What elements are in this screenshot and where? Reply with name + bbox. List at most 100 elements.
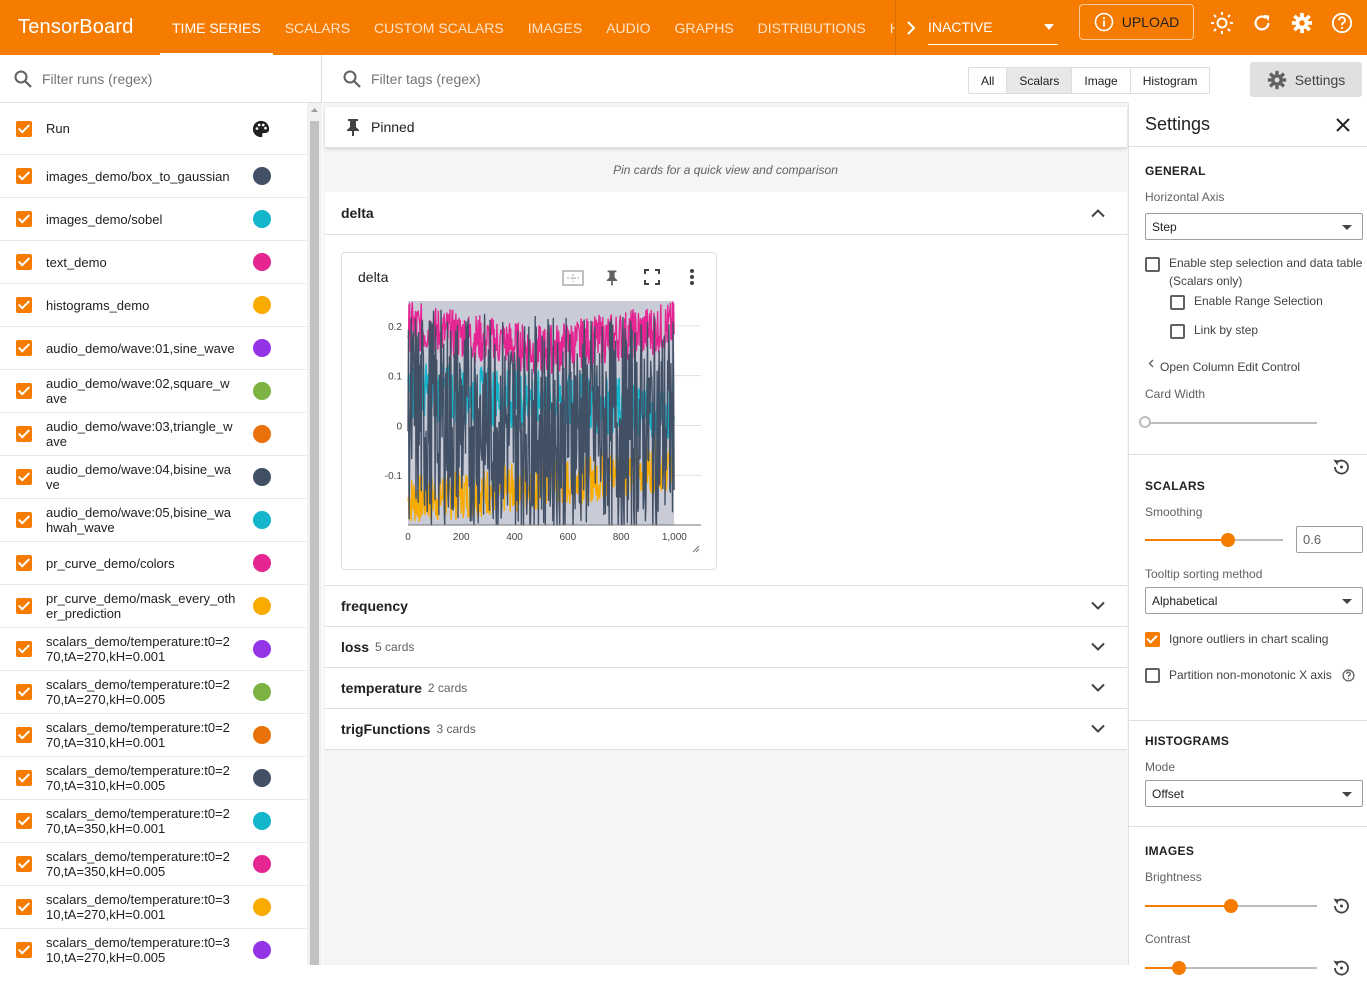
run-color-swatch[interactable]: [253, 769, 271, 787]
run-color-swatch[interactable]: [253, 597, 271, 615]
run-row[interactable]: text_demo: [0, 241, 307, 284]
run-color-swatch[interactable]: [253, 210, 271, 228]
brightness-slider-thumb[interactable]: [1224, 899, 1238, 913]
run-row[interactable]: pr_curve_demo/mask_every_other_predictio…: [0, 585, 307, 628]
run-color-swatch[interactable]: [253, 683, 271, 701]
tag-filter-input[interactable]: Filter tags (regex): [371, 70, 481, 87]
reset-icon[interactable]: [1331, 457, 1351, 477]
run-checkbox[interactable]: [16, 340, 32, 356]
run-row[interactable]: audio_demo/wave:05,bisine_wahwah_wave: [0, 499, 307, 542]
horizontal-axis-select[interactable]: Step: [1145, 213, 1363, 240]
more-tabs-chevron-icon[interactable]: [895, 0, 925, 55]
run-row[interactable]: scalars_demo/temperature:t0=310,tA=270,k…: [0, 886, 307, 929]
settings-toggle-button[interactable]: Settings: [1250, 62, 1362, 97]
link-by-step-checkbox[interactable]: [1170, 324, 1185, 339]
run-color-swatch[interactable]: [253, 898, 271, 916]
run-color-swatch[interactable]: [253, 167, 271, 185]
run-row[interactable]: images_demo/sobel: [0, 198, 307, 241]
open-column-edit-link[interactable]: Open Column Edit Control: [1160, 360, 1301, 374]
run-color-swatch[interactable]: [253, 382, 271, 400]
run-row[interactable]: audio_demo/wave:04,bisine_wave: [0, 456, 307, 499]
partition-x-checkbox[interactable]: [1145, 668, 1160, 683]
run-color-swatch[interactable]: [253, 339, 271, 357]
run-row[interactable]: audio_demo/wave:01,sine_wave: [0, 327, 307, 370]
run-checkbox[interactable]: [16, 512, 32, 528]
filter-image[interactable]: Image: [1072, 68, 1131, 93]
chevron-up-icon[interactable]: [1091, 209, 1105, 218]
help-icon[interactable]: [1342, 669, 1355, 682]
run-checkbox[interactable]: [16, 598, 32, 614]
smoothing-input[interactable]: 0.6: [1296, 526, 1363, 553]
contrast-slider-thumb[interactable]: [1172, 961, 1187, 975]
run-row[interactable]: scalars_demo/temperature:t0=270,tA=350,k…: [0, 800, 307, 843]
ignore-outliers-checkbox[interactable]: [1145, 632, 1160, 647]
run-checkbox[interactable]: [16, 254, 32, 270]
group-header-delta[interactable]: delta: [325, 192, 1127, 235]
run-checkbox[interactable]: [16, 297, 32, 313]
run-checkbox[interactable]: [16, 942, 32, 958]
tab-histograms[interactable]: Histo: [889, 19, 895, 36]
tab-distributions[interactable]: Distributions: [757, 19, 866, 36]
run-row[interactable]: audio_demo/wave:02,square_wave: [0, 370, 307, 413]
tab-graphs[interactable]: Graphs: [674, 19, 734, 36]
run-checkbox[interactable]: [16, 383, 32, 399]
reset-icon[interactable]: [1331, 896, 1351, 916]
run-row[interactable]: scalars_demo/temperature:t0=270,tA=310,k…: [0, 714, 307, 757]
histogram-mode-select[interactable]: Offset: [1145, 780, 1363, 807]
line-chart[interactable]: 0.2 0.1 0 -0.1 0 200 400 600 800 1,000: [342, 293, 718, 555]
run-checkbox[interactable]: [16, 684, 32, 700]
run-row[interactable]: audio_demo/wave:03,triangle_wave: [0, 413, 307, 456]
run-row[interactable]: scalars_demo/temperature:t0=310,tA=270,k…: [0, 929, 307, 965]
reset-icon[interactable]: [1331, 958, 1351, 978]
run-color-swatch[interactable]: [253, 425, 271, 443]
runs-filter[interactable]: Filter runs (regex): [0, 55, 321, 103]
run-checkbox[interactable]: [16, 211, 32, 227]
tab-audio[interactable]: Audio: [606, 19, 651, 36]
run-color-swatch[interactable]: [253, 296, 271, 314]
run-checkbox[interactable]: [16, 555, 32, 571]
tooltip-sort-select[interactable]: Alphabetical: [1145, 587, 1363, 614]
run-checkbox[interactable]: [16, 899, 32, 915]
filter-all[interactable]: All: [969, 68, 1008, 93]
run-color-swatch[interactable]: [253, 253, 271, 271]
tab-custom-scalars[interactable]: Custom Scalars: [374, 19, 504, 36]
pin-icon[interactable]: [605, 269, 619, 286]
run-row[interactable]: images_demo/box_to_gaussian: [0, 155, 307, 198]
theme-toggle-sun-icon[interactable]: [1210, 11, 1234, 35]
refresh-icon[interactable]: [1250, 11, 1274, 35]
run-color-swatch[interactable]: [253, 640, 271, 658]
tab-scalars[interactable]: Scalars: [284, 19, 351, 36]
plugin-select[interactable]: INACTIVE: [928, 11, 1058, 45]
run-color-swatch[interactable]: [253, 855, 271, 873]
filter-scalars[interactable]: Scalars: [1007, 68, 1073, 93]
runs-scrollbar-thumb[interactable]: [310, 121, 319, 965]
run-checkbox[interactable]: [16, 641, 32, 657]
chevron-down-icon[interactable]: [1091, 724, 1105, 734]
run-checkbox[interactable]: [16, 813, 32, 829]
run-color-swatch[interactable]: [253, 468, 271, 486]
run-color-swatch[interactable]: [253, 812, 271, 830]
runs-filter-input[interactable]: Filter runs (regex): [42, 70, 153, 87]
tab-time-series[interactable]: Time Series: [160, 0, 273, 55]
run-row[interactable]: scalars_demo/temperature:t0=270,tA=270,k…: [0, 671, 307, 714]
run-row[interactable]: scalars_demo/temperature:t0=270,tA=270,k…: [0, 628, 307, 671]
chevron-down-icon[interactable]: [1091, 601, 1105, 611]
step-selection-checkbox[interactable]: [1145, 257, 1160, 272]
more-vert-icon[interactable]: [689, 268, 695, 286]
chevron-down-icon[interactable]: [1091, 642, 1105, 652]
upload-button[interactable]: UPLOAD: [1079, 4, 1194, 40]
group-header-trigfunctions[interactable]: trigFunctions 3 cards: [325, 709, 1127, 750]
group-header-loss[interactable]: loss 5 cards: [325, 627, 1127, 668]
fit-domain-icon[interactable]: [562, 269, 584, 287]
select-all-checkbox[interactable]: [16, 120, 32, 137]
resize-handle-icon[interactable]: [692, 545, 700, 553]
run-checkbox[interactable]: [16, 469, 32, 485]
close-icon[interactable]: [1336, 118, 1350, 132]
smoothing-slider-thumb[interactable]: [1220, 533, 1235, 547]
run-color-swatch[interactable]: [253, 554, 271, 572]
run-checkbox[interactable]: [16, 770, 32, 786]
run-checkbox[interactable]: [16, 426, 32, 442]
run-row[interactable]: pr_curve_demo/colors: [0, 542, 307, 585]
palette-icon[interactable]: [252, 120, 270, 138]
run-checkbox[interactable]: [16, 727, 32, 743]
